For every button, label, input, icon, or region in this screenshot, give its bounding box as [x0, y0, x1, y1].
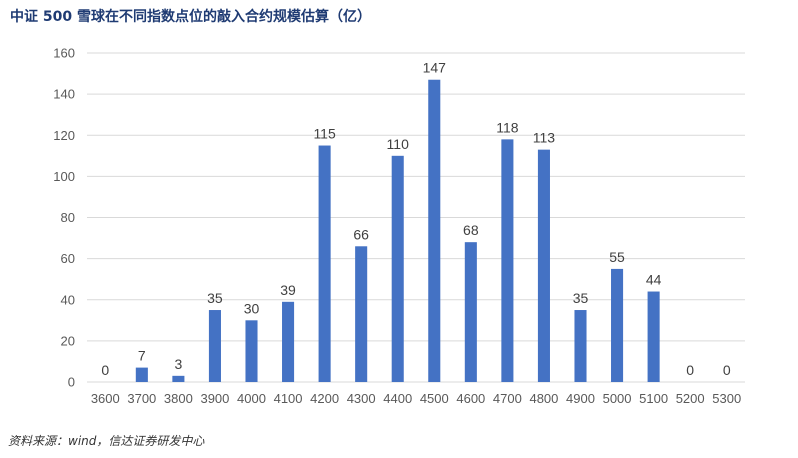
data-label: 44	[646, 272, 662, 288]
data-label: 147	[423, 60, 447, 76]
y-tick-label: 160	[53, 46, 75, 61]
data-label: 0	[723, 362, 731, 378]
bar	[208, 310, 221, 382]
bar	[172, 375, 185, 382]
x-tick-label: 4000	[237, 391, 266, 406]
data-label: 68	[463, 222, 479, 238]
data-label: 115	[313, 126, 336, 142]
x-tick-label: 4700	[493, 391, 522, 406]
x-tick-label: 4200	[310, 391, 339, 406]
x-tick-label: 3600	[91, 391, 120, 406]
data-label: 35	[573, 290, 589, 306]
bar	[391, 155, 404, 382]
x-tick-label: 4300	[347, 391, 376, 406]
bar	[355, 246, 368, 382]
x-tick-label: 3700	[127, 391, 156, 406]
bar	[245, 320, 258, 382]
y-tick-label: 60	[61, 251, 75, 266]
bar	[611, 268, 624, 382]
x-tick-label: 5000	[603, 391, 632, 406]
data-label: 55	[609, 249, 625, 265]
data-label: 7	[138, 348, 146, 364]
data-label: 110	[387, 136, 410, 152]
bar	[464, 242, 477, 382]
y-tick-label: 120	[53, 128, 75, 143]
x-tick-label: 5100	[639, 391, 668, 406]
x-tick-label: 4500	[420, 391, 449, 406]
data-label: 0	[686, 362, 694, 378]
bar	[537, 149, 550, 382]
chart-title: 中证 500 雪球在不同指数点位的敲入合约规模估算（亿）	[10, 9, 371, 25]
x-axis-labels: 3600 3700 3800 3900 4000 4100 4200 4300 4400 4500…	[91, 391, 741, 406]
bar	[282, 301, 295, 382]
y-tick-label: 0	[68, 375, 75, 390]
data-label: 118	[496, 119, 519, 135]
x-tick-label: 3800	[164, 391, 193, 406]
bar	[647, 291, 660, 382]
data-label: 0	[101, 362, 109, 378]
x-tick-label: 4900	[566, 391, 595, 406]
x-tick-label: 3900	[200, 391, 229, 406]
gridlines	[87, 52, 745, 383]
y-tick-label: 40	[61, 292, 75, 307]
bar	[501, 139, 514, 382]
x-tick-label: 4800	[529, 391, 558, 406]
data-label: 39	[280, 282, 296, 298]
y-tick-label: 80	[61, 210, 75, 225]
bar	[318, 145, 331, 382]
x-tick-label: 4400	[383, 391, 412, 406]
bar	[574, 310, 587, 382]
x-tick-label: 4100	[274, 391, 303, 406]
x-tick-label: 5200	[676, 391, 705, 406]
bar	[428, 79, 441, 382]
data-label: 66	[353, 226, 369, 242]
data-label: 3	[174, 356, 182, 372]
source-note: 资料来源：wind，信达证券研发中心	[8, 434, 205, 448]
x-tick-label: 5300	[712, 391, 741, 406]
x-tick-label: 4600	[456, 391, 485, 406]
y-axis-labels: 0 20 40 60 80 100 120 140 160	[53, 46, 75, 390]
data-label: 30	[244, 300, 260, 316]
y-tick-label: 140	[53, 87, 75, 102]
y-tick-label: 20	[61, 333, 75, 348]
bar	[135, 367, 148, 382]
data-label: 113	[533, 130, 556, 146]
y-tick-label: 100	[53, 169, 75, 184]
data-labels: 0 7 3 35 30 39 115 66 110 147 68 118 113 35 55 44 0 0	[101, 60, 730, 378]
data-label: 35	[207, 290, 223, 306]
bars	[135, 79, 660, 382]
